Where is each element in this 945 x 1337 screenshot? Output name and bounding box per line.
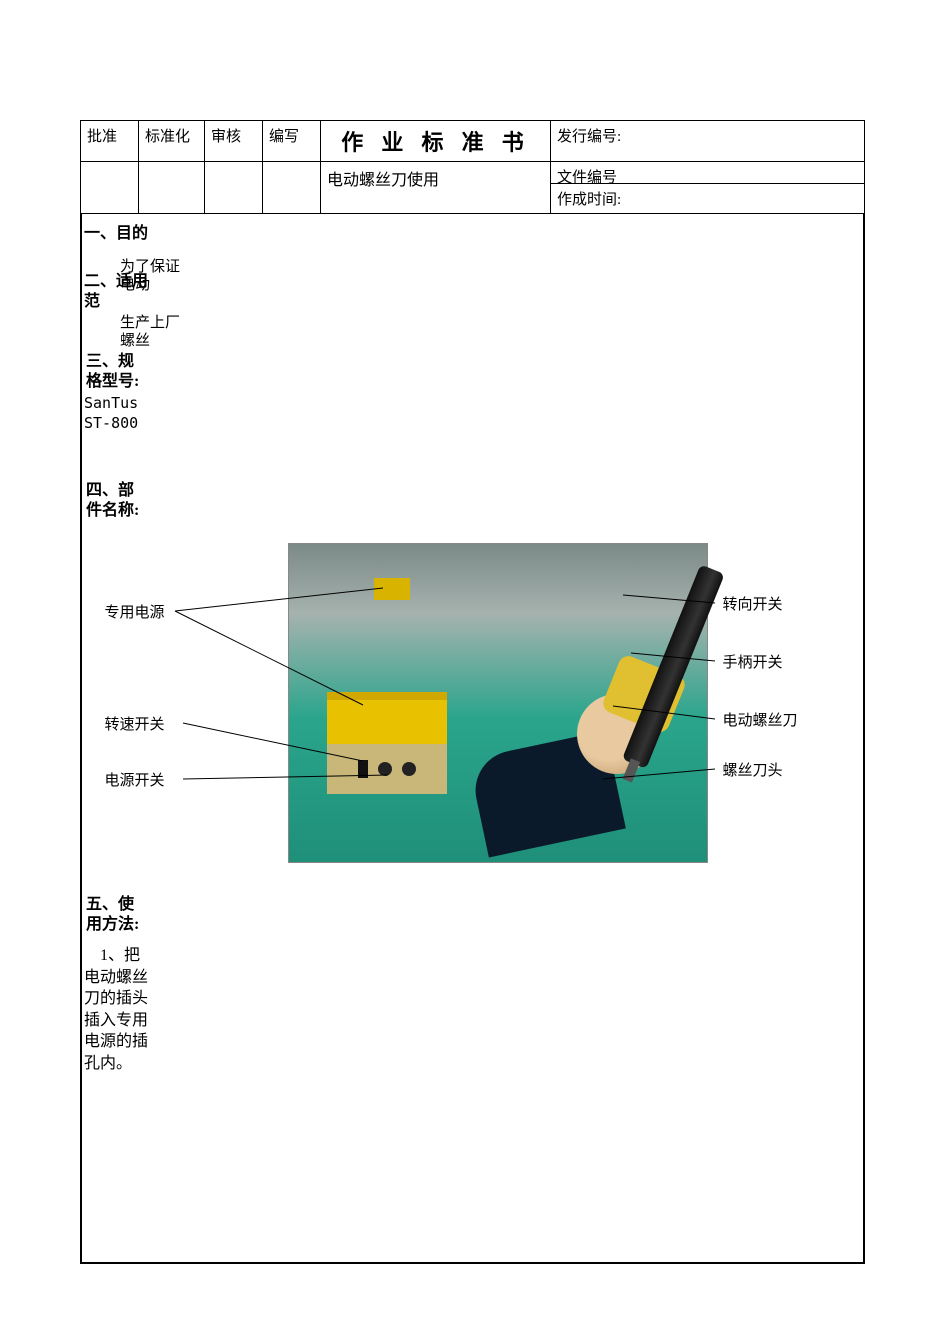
body-frame: 一、目的 为了保证电动 二、适用范 生产上厂螺丝 三、规格型号: SanTus … [80,214,865,1264]
col-author: 编写 [263,121,321,162]
doc-title: 作 业 标 准 书 [321,121,551,162]
label-power-supply: 专用电源 [105,601,165,622]
section-4: 四、部件名称: [82,479,146,523]
photo-knob-icon-1 [378,762,392,776]
doc-subtitle: 电动螺丝刀使用 [321,162,551,214]
col-standardize: 标准化 [139,121,205,162]
label-direction-switch: 转向开关 [723,593,783,614]
section-5-body: 1、把电动螺丝刀的插头插入专用电源的插孔内。 [84,945,148,1075]
meta-doc-no: 文件编号 [551,162,864,184]
cell-standardize-value [139,162,205,214]
cell-author-value [263,162,321,214]
photo-knob-icon-2 [402,762,416,776]
document-page: 批准 标准化 审核 编写 作 业 标 准 书 发行编号: 电动螺丝刀使用 文件编… [0,0,945,1304]
section-1-2-fragment: 一、目的 为了保证电动 二、适用范 生产上厂螺丝 [84,222,863,342]
section-5-heading: 五、使用方法: [84,893,144,937]
cell-review-value [205,162,263,214]
meta-made-time: 作成时间: [551,184,864,213]
col-approve: 批准 [81,121,139,162]
col-review: 审核 [205,121,263,162]
label-bit: 螺丝刀头 [723,759,783,780]
annotated-figure: 专用电源 转速开关 电源开关 转向开关 手柄开关 电动螺丝刀 螺丝刀头 [83,543,863,883]
photo-switch-icon [358,760,368,778]
meta-right-split: 文件编号 作成时间: [551,162,865,214]
section-5: 五、使用方法: [82,893,146,937]
section-5-body-text: 1、把电动螺丝刀的插头插入专用电源的插孔内。 [84,945,148,1075]
section-3-heading: 三、规格型号: [84,350,144,394]
section-3: 三、规格型号: SanTus ST-800 [82,350,146,433]
section-1-heading: 一、目的 [84,224,154,244]
photo-placeholder [288,543,708,863]
section-4-heading: 四、部件名称: [84,479,144,523]
label-handle-switch: 手柄开关 [723,651,783,672]
label-power-switch: 电源开关 [105,769,165,790]
header-table: 批准 标准化 审核 编写 作 业 标 准 书 发行编号: 电动螺丝刀使用 文件编… [80,120,865,214]
label-speed-switch: 转速开关 [105,713,165,734]
section-3-value: SanTus ST-800 [84,394,144,433]
photo-power-box-front [327,744,447,794]
label-screwdriver: 电动螺丝刀 [723,709,798,730]
photo-bg-box [374,578,410,600]
section-2-frag-text: 生产上厂螺丝 [120,314,190,350]
meta-issue-no: 发行编号: [551,121,865,162]
cell-approve-value [81,162,139,214]
section-2-heading: 二、适用范 [84,272,154,312]
